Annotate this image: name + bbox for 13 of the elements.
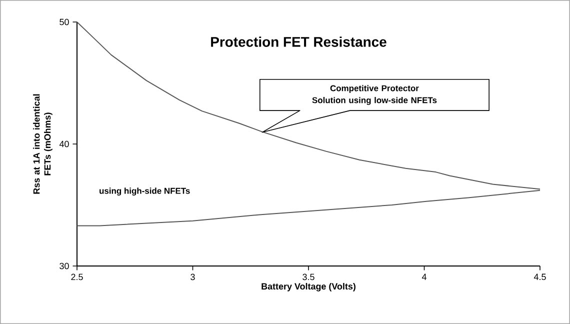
x-tick-label: 4 bbox=[422, 274, 426, 280]
y-tick-label: 40 bbox=[59, 140, 69, 148]
y-tick-label: 30 bbox=[60, 262, 69, 270]
x-tick-label: 3.5 bbox=[302, 274, 314, 280]
x-tick-label: 3 bbox=[190, 274, 195, 280]
text: Protection FET Resistance bbox=[211, 36, 386, 47]
text: using high-side NFETs bbox=[100, 188, 190, 196]
annotation: Competitive Protector Solution using low-side NFETs bbox=[312, 85, 437, 105]
y-tick-label: 50 bbox=[60, 18, 69, 26]
x-axis-title: Battery Voltage (Volts) bbox=[262, 282, 356, 292]
x-tick-label: 4.5 bbox=[534, 274, 546, 280]
x-tick-label: 2.5 bbox=[71, 274, 83, 280]
y-axis-title: Rss at 1A into identical FETs (mOhms) bbox=[33, 94, 52, 194]
